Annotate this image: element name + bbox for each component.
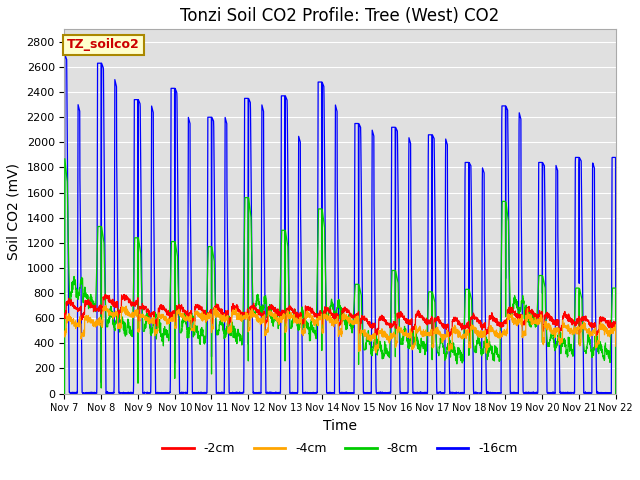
Title: Tonzi Soil CO2 Profile: Tree (West) CO2: Tonzi Soil CO2 Profile: Tree (West) CO2 xyxy=(180,7,500,25)
Legend: -2cm, -4cm, -8cm, -16cm: -2cm, -4cm, -8cm, -16cm xyxy=(157,437,523,460)
Y-axis label: Soil CO2 (mV): Soil CO2 (mV) xyxy=(7,163,21,260)
Text: TZ_soilco2: TZ_soilco2 xyxy=(67,38,140,51)
X-axis label: Time: Time xyxy=(323,419,357,433)
